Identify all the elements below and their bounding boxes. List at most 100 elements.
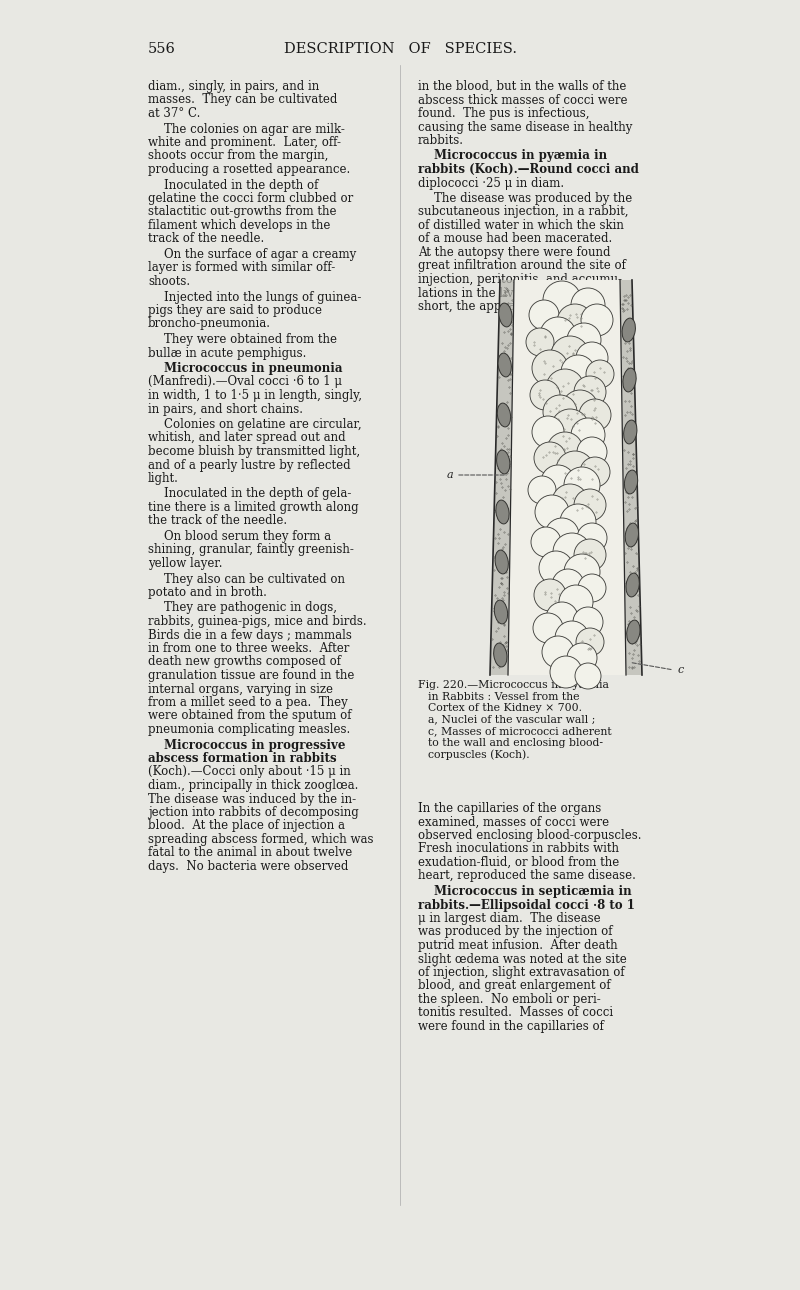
Circle shape (561, 355, 595, 390)
Circle shape (539, 551, 573, 584)
Text: Birds die in a few days ; mammals: Birds die in a few days ; mammals (148, 628, 352, 641)
Circle shape (556, 451, 594, 489)
Text: potato and in broth.: potato and in broth. (148, 586, 267, 599)
Text: pigs they are said to produce: pigs they are said to produce (148, 304, 322, 317)
Ellipse shape (624, 421, 637, 444)
Text: at 37° C.: at 37° C. (148, 107, 200, 120)
Text: Micrococcus in pneumonia: Micrococcus in pneumonia (164, 362, 342, 375)
Text: Colonies on gelatine are circular,: Colonies on gelatine are circular, (164, 418, 362, 431)
Text: Fresh inoculations in rabbits with: Fresh inoculations in rabbits with (418, 842, 619, 855)
Circle shape (542, 636, 574, 668)
Text: rabbits, guinea-pigs, mice and birds.: rabbits, guinea-pigs, mice and birds. (148, 615, 366, 628)
Text: They were obtained from the: They were obtained from the (164, 333, 337, 346)
Circle shape (573, 608, 603, 637)
Text: of injection, slight extravasation of: of injection, slight extravasation of (418, 966, 625, 979)
Text: (Koch).—Cocci only about ·15 μ in: (Koch).—Cocci only about ·15 μ in (148, 765, 350, 778)
Text: short, the appearances of pyæmia.: short, the appearances of pyæmia. (418, 301, 625, 313)
Text: of distilled water in which the skin: of distilled water in which the skin (418, 219, 624, 232)
Text: granulation tissue are found in the: granulation tissue are found in the (148, 670, 354, 682)
Text: Micrococcus in pyæmia in: Micrococcus in pyæmia in (434, 150, 607, 163)
Text: great infiltration around the site of: great infiltration around the site of (418, 259, 626, 272)
Circle shape (532, 415, 564, 448)
Ellipse shape (626, 573, 639, 597)
Text: become bluish by transmitted light,: become bluish by transmitted light, (148, 445, 360, 458)
Text: rabbits.: rabbits. (418, 134, 464, 147)
Text: were found in the capillaries of: were found in the capillaries of (418, 1020, 604, 1033)
Ellipse shape (494, 644, 507, 667)
Ellipse shape (626, 522, 638, 547)
Text: exudation-fluid, or blood from the: exudation-fluid, or blood from the (418, 857, 619, 869)
Text: days.  No bacteria were observed: days. No bacteria were observed (148, 860, 348, 873)
Text: Micrococcus in septicæmia in: Micrococcus in septicæmia in (434, 885, 632, 898)
Ellipse shape (499, 303, 512, 326)
Text: track of the needle.: track of the needle. (148, 232, 264, 245)
Circle shape (533, 613, 563, 642)
Circle shape (552, 569, 584, 601)
Text: in pairs, and short chains.: in pairs, and short chains. (148, 402, 303, 415)
Circle shape (551, 335, 589, 374)
Circle shape (567, 322, 601, 357)
Text: Cortex of the Kidney × 700.: Cortex of the Kidney × 700. (428, 703, 582, 713)
Text: a: a (446, 470, 453, 480)
Ellipse shape (495, 550, 508, 574)
Text: Inoculated in the depth of: Inoculated in the depth of (164, 178, 318, 191)
Text: c: c (678, 666, 684, 675)
Circle shape (564, 553, 600, 590)
Circle shape (532, 350, 568, 386)
Text: They also can be cultivated on: They also can be cultivated on (164, 573, 345, 586)
Circle shape (555, 620, 589, 655)
Text: observed enclosing blood-corpuscles.: observed enclosing blood-corpuscles. (418, 829, 642, 842)
Text: death new growths composed of: death new growths composed of (148, 655, 341, 668)
Circle shape (529, 301, 559, 330)
Text: spreading abscess formed, which was: spreading abscess formed, which was (148, 833, 374, 846)
Text: rabbits.—Ellipsoidal cocci ·8 to 1: rabbits.—Ellipsoidal cocci ·8 to 1 (418, 899, 635, 912)
Circle shape (574, 489, 606, 521)
Text: shining, granular, faintly greenish-: shining, granular, faintly greenish- (148, 543, 354, 556)
Text: 556: 556 (148, 43, 176, 55)
Circle shape (578, 574, 606, 602)
Text: whitish, and later spread out and: whitish, and later spread out and (148, 431, 346, 445)
Text: shoots.: shoots. (148, 275, 190, 288)
Circle shape (552, 484, 588, 520)
Circle shape (543, 281, 581, 319)
Circle shape (534, 442, 566, 473)
Ellipse shape (497, 450, 510, 473)
Circle shape (560, 504, 596, 541)
Circle shape (546, 369, 584, 408)
Circle shape (551, 409, 589, 448)
Text: stalactitic out-growths from the: stalactitic out-growths from the (148, 205, 337, 218)
Ellipse shape (494, 600, 508, 624)
Text: On blood serum they form a: On blood serum they form a (164, 530, 331, 543)
Text: examined, masses of cocci were: examined, masses of cocci were (418, 815, 609, 828)
Text: fatal to the animal in about twelve: fatal to the animal in about twelve (148, 846, 352, 859)
Text: layer is formed with similar off-: layer is formed with similar off- (148, 262, 335, 275)
Circle shape (535, 495, 569, 529)
Text: from a millet seed to a pea.  They: from a millet seed to a pea. They (148, 697, 348, 710)
Text: Fig. 220.—Micrococcus in Pyæmia: Fig. 220.—Micrococcus in Pyæmia (418, 680, 609, 690)
Text: The disease was induced by the in-: The disease was induced by the in- (148, 792, 356, 805)
Text: injection, peritonitis, and accumu-: injection, peritonitis, and accumu- (418, 273, 622, 286)
Text: yellow layer.: yellow layer. (148, 557, 222, 570)
Text: subcutaneous injection, in a rabbit,: subcutaneous injection, in a rabbit, (418, 205, 629, 218)
Text: jection into rabbits of decomposing: jection into rabbits of decomposing (148, 806, 358, 819)
Text: shoots occur from the margin,: shoots occur from the margin, (148, 150, 328, 163)
Text: white and prominent.  Later, off-: white and prominent. Later, off- (148, 135, 341, 150)
Ellipse shape (625, 470, 638, 494)
Text: The colonies on agar are milk-: The colonies on agar are milk- (164, 123, 345, 135)
Text: slight œdema was noted at the site: slight œdema was noted at the site (418, 952, 626, 965)
Circle shape (547, 432, 583, 468)
Text: producing a rosetted appearance.: producing a rosetted appearance. (148, 163, 350, 175)
Polygon shape (508, 280, 626, 675)
Text: diam., singly, in pairs, and in: diam., singly, in pairs, and in (148, 80, 319, 93)
Circle shape (557, 304, 593, 341)
Text: lations in the liver and lungs ; in: lations in the liver and lungs ; in (418, 286, 610, 299)
Text: At the autopsy there were found: At the autopsy there were found (418, 246, 610, 259)
Text: causing the same disease in healthy: causing the same disease in healthy (418, 120, 632, 133)
Text: (Manfredi).—Oval cocci ·6 to 1 μ: (Manfredi).—Oval cocci ·6 to 1 μ (148, 375, 342, 388)
Circle shape (531, 528, 561, 557)
Circle shape (577, 437, 607, 467)
Text: in width, 1 to 1·5 μ in length, singly,: in width, 1 to 1·5 μ in length, singly, (148, 390, 362, 402)
Circle shape (530, 381, 560, 410)
Circle shape (553, 533, 591, 571)
Text: tine there is a limited growth along: tine there is a limited growth along (148, 501, 358, 513)
